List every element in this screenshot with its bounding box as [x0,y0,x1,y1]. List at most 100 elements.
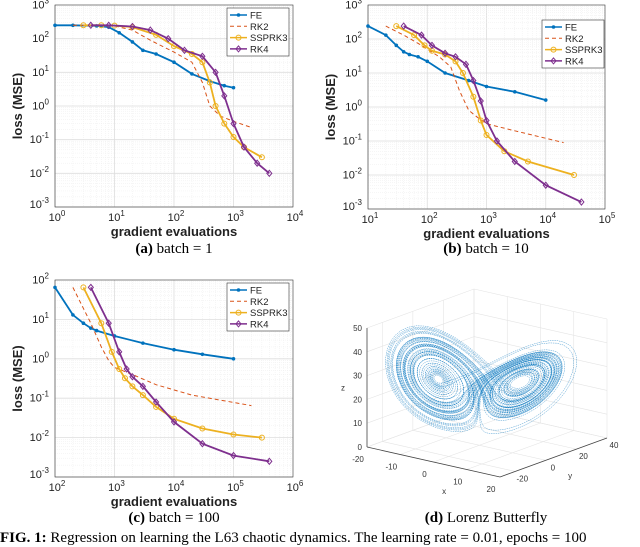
data-point [117,30,122,35]
data-point [543,98,548,102]
y-tick-exponent: -1 [42,390,50,399]
caption-c-label: (c) [128,510,145,526]
data-point [493,137,501,145]
legend-label: RK4 [250,44,268,55]
x-tick-label: 101 [108,209,125,224]
y-tick-label: 103 [32,0,49,12]
legend-marker [235,309,242,316]
y-tick-label: 10-2 [343,167,363,182]
y-tick-exponent: -2 [42,429,50,438]
axes-box [367,4,606,210]
data-point [484,84,489,89]
data-point [71,313,75,317]
data-point [212,103,219,109]
y-tick-label: -20 [517,474,529,483]
z-tick-label: 50 [353,324,362,333]
grid-line [366,336,475,376]
data-point [222,83,227,88]
lorenz-trajectory [385,325,577,434]
legend-label: RK4 [565,56,583,67]
data-point [53,285,57,290]
x-tick-label: 103 [480,211,497,226]
x-tick-exponent: 4 [180,479,185,488]
data-point [428,41,436,50]
x-tick-label: -20 [352,455,364,464]
y-tick-label: 101 [32,311,49,326]
data-point [421,42,428,49]
data-point [89,326,93,330]
data-point [81,321,86,326]
data-point [512,89,517,94]
y-tick-label: 10-1 [343,133,363,148]
series-line-rk4 [90,24,270,174]
z-tick-label: 40 [353,348,362,357]
legend-label: FE [250,286,262,297]
data-point [87,21,94,30]
data-point [462,60,470,69]
y-tick-label: 101 [32,64,49,79]
data-point [94,328,99,333]
data-point [221,120,228,127]
data-point [231,357,236,361]
legend-marker [235,34,242,41]
x-tick-exponent: 5 [611,211,616,220]
legend-marker [236,288,241,292]
series-line-rk2 [385,25,564,144]
data-point [240,143,248,151]
legend-marker [235,320,242,328]
y-tick-exponent: 1 [358,65,363,74]
data-point [425,59,430,64]
y-tick-exponent: -3 [42,196,50,205]
y-tick-label: 100 [32,98,49,113]
series-rk4 [87,283,273,466]
data-point [416,54,420,59]
x-tick-exponent: 2 [61,479,66,488]
y-tick-exponent: 1 [45,311,50,320]
y-tick-exponent: 2 [358,31,363,40]
y-tick-exponent: -2 [42,165,50,174]
x-tick-exponent: 2 [433,211,438,220]
x-tick-exponent: 4 [299,209,304,218]
x-tick-label: 103 [108,479,125,494]
caption-a: (a) batch = 1 [135,241,212,258]
data-point [394,43,399,48]
data-point [452,52,459,61]
y-axis-label: loss (MSE) [10,345,25,411]
x-tick-exponent: 3 [239,209,244,218]
y-tick-label: 20 [579,452,588,461]
figure-caption: FIG. 1: Regression on learning the L63 c… [0,530,587,547]
y-tick-exponent: 2 [45,30,50,39]
data-point [98,320,105,327]
x-tick-label: 106 [287,479,304,494]
data-point [139,392,146,399]
data-point [105,21,112,30]
series-fe [366,24,548,102]
z-tick-label: 10 [353,419,362,428]
y-tick-label: 100 [32,350,49,365]
data-point [172,347,176,352]
x-tick-exponent: 4 [552,211,557,220]
data-point [483,116,490,125]
x-tick-exponent: 3 [120,479,125,488]
y-axis [499,437,608,478]
legend-marker [550,57,557,65]
figure-caption-label: FIG. 1: [0,530,47,546]
data-point [190,72,194,76]
x-tick-exponent: 2 [180,209,185,218]
data-point [116,348,123,356]
y-tick-label: 100 [345,99,362,114]
y-axis-label: loss (MSE) [10,73,25,139]
caption-b-text: batch = 10 [461,241,529,257]
series-line-fe [367,25,547,101]
grid-line [473,288,608,320]
y-tick-label: 40 [610,441,619,450]
data-point [108,348,115,355]
data-point [459,70,466,76]
x-tick-exponent: 0 [61,209,66,218]
data-point [121,375,128,382]
x-tick-label: 20 [487,485,496,494]
caption-b-label: (b) [443,241,462,257]
z-tick-label: 30 [353,372,362,381]
data-point [53,23,57,28]
